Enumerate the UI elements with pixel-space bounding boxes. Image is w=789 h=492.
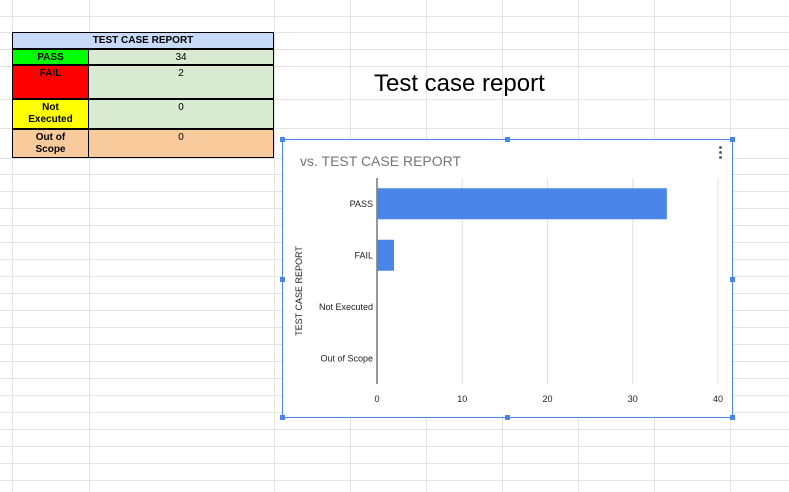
resize-handle[interactable] <box>730 415 735 420</box>
bar-chart: vs. TEST CASE REPORT 0 10 20 30 40 PASS FAIL Not… <box>294 153 723 404</box>
report-row-value: 34 <box>88 49 274 65</box>
category-label: PASS <box>350 199 373 209</box>
x-tick-label: 0 <box>374 394 379 404</box>
report-row-value: 0 <box>88 129 274 158</box>
bar <box>377 188 667 220</box>
chart-container[interactable]: vs. TEST CASE REPORT 0 10 20 30 40 PASS FAIL Not… <box>282 139 733 418</box>
y-axis-title: TEST CASE REPORT <box>294 246 304 336</box>
chart-title: vs. TEST CASE REPORT <box>300 153 461 169</box>
more-vert-icon[interactable] <box>718 146 724 160</box>
report-row-label: Out of Scope <box>12 129 89 158</box>
category-label: Not Executed <box>319 302 373 312</box>
resize-handle[interactable] <box>505 137 510 142</box>
resize-handle[interactable] <box>505 415 510 420</box>
report-title: TEST CASE REPORT <box>12 32 274 49</box>
report-row-value: 0 <box>88 99 274 129</box>
bar <box>377 239 395 271</box>
report-row-label: PASS <box>12 49 89 65</box>
x-tick-label: 40 <box>713 394 723 404</box>
resize-handle[interactable] <box>280 277 285 282</box>
category-label: FAIL <box>354 250 373 260</box>
x-tick-label: 10 <box>457 394 467 404</box>
resize-handle[interactable] <box>280 137 285 142</box>
x-tick-label: 20 <box>542 394 552 404</box>
resize-handle[interactable] <box>730 137 735 142</box>
resize-handle[interactable] <box>730 277 735 282</box>
category-label: Out of Scope <box>320 353 373 363</box>
x-tick-label: 30 <box>628 394 638 404</box>
report-row-label: FAIL <box>12 65 89 99</box>
page-title: Test case report <box>374 70 545 97</box>
report-row-value: 2 <box>88 65 274 99</box>
report-row-label: Not Executed <box>12 99 89 129</box>
resize-handle[interactable] <box>280 415 285 420</box>
